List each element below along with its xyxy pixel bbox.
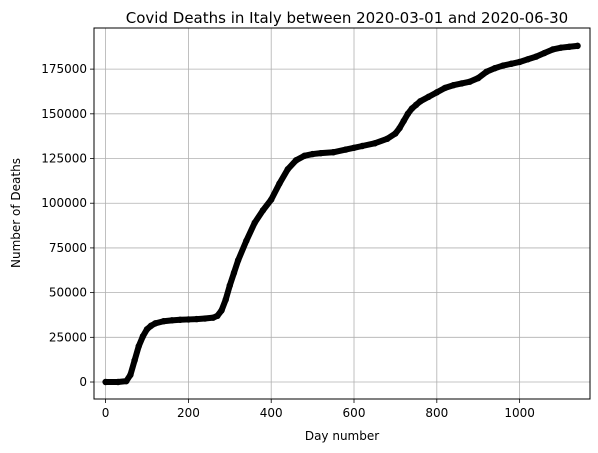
data-point <box>135 343 142 350</box>
axis-ticks: 0 200 400 600 800 1000 0 25000 50000 75000 100000 1… <box>41 62 535 420</box>
data-point <box>392 130 399 137</box>
data-point <box>214 312 221 320</box>
data-point <box>268 196 275 203</box>
data-point <box>371 140 378 147</box>
data-series <box>102 42 581 386</box>
data-point <box>251 219 258 227</box>
data-point <box>234 257 242 264</box>
data-point <box>102 378 109 386</box>
data-point <box>404 110 412 118</box>
y-tick-label: 75000 <box>49 241 87 255</box>
data-point <box>114 378 122 386</box>
data-point <box>230 269 238 277</box>
data-point <box>499 62 507 69</box>
data-point <box>309 150 316 158</box>
data-point <box>433 89 441 96</box>
data-point <box>226 282 233 289</box>
data-point <box>123 377 130 385</box>
data-point <box>127 371 134 379</box>
x-tick-label: 600 <box>343 406 366 420</box>
x-tick-label: 0 <box>102 406 110 420</box>
data-point <box>131 357 138 364</box>
data-point <box>396 124 403 132</box>
y-axis-label: Number of Deaths <box>9 158 23 268</box>
data-point <box>425 93 432 101</box>
data-point <box>243 237 250 244</box>
y-tick-label: 50000 <box>49 286 87 300</box>
data-point <box>566 43 573 50</box>
data-point <box>408 105 416 112</box>
data-point <box>441 84 449 92</box>
data-point <box>330 149 337 156</box>
chart-title: Covid Deaths in Italy between 2020-03-01… <box>126 9 568 27</box>
data-point <box>524 56 532 63</box>
data-point <box>491 65 498 72</box>
data-point <box>541 49 548 57</box>
x-tick-label: 200 <box>177 406 200 420</box>
y-tick-label: 125000 <box>41 152 87 166</box>
y-tick-label: 175000 <box>41 62 87 76</box>
data-point <box>574 42 581 50</box>
data-point <box>139 333 147 340</box>
data-point <box>383 135 391 143</box>
x-tick-label: 1000 <box>504 406 535 420</box>
data-point <box>475 74 482 82</box>
x-tick-label: 800 <box>425 406 448 420</box>
data-point <box>549 46 556 53</box>
data-point <box>417 98 424 105</box>
data-point <box>160 318 167 325</box>
data-point <box>317 149 325 157</box>
data-point <box>532 53 540 60</box>
x-tick-label: 400 <box>260 406 283 420</box>
data-point <box>516 58 523 66</box>
data-point <box>359 142 366 150</box>
plot-frame <box>93 27 591 400</box>
data-point <box>193 315 200 323</box>
data-point <box>466 78 474 85</box>
data-point <box>176 316 184 323</box>
data-point <box>185 316 192 323</box>
data-point <box>301 152 308 160</box>
grid-lines <box>94 28 590 399</box>
data-point <box>508 60 515 67</box>
y-tick-label: 100000 <box>41 196 87 210</box>
data-point <box>557 44 565 51</box>
data-point <box>350 144 358 151</box>
data-point <box>450 82 457 89</box>
data-point <box>143 326 151 333</box>
data-point <box>152 320 159 327</box>
y-tick-label: 0 <box>79 375 87 389</box>
y-tick-label: 150000 <box>41 107 87 121</box>
y-tick-label: 25000 <box>49 330 87 344</box>
data-point <box>412 101 420 109</box>
data-point <box>222 296 229 303</box>
data-point <box>284 166 291 173</box>
data-point <box>400 117 407 125</box>
x-axis-label: Day number <box>305 429 379 443</box>
data-point <box>276 180 283 187</box>
data-point <box>292 157 300 164</box>
data-point <box>259 207 267 214</box>
data-point <box>218 307 225 314</box>
data-point <box>483 68 490 76</box>
data-point <box>342 146 349 153</box>
data-point <box>458 80 465 87</box>
data-point <box>201 315 209 322</box>
data-point <box>168 317 176 324</box>
